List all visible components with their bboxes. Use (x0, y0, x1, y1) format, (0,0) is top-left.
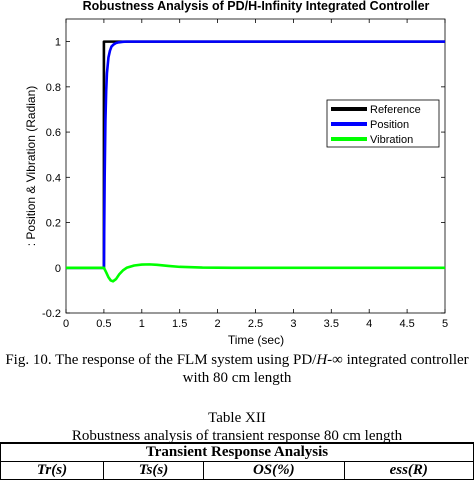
y-axis-label: : Position & Vibration (Radian) (24, 86, 38, 247)
x-tick-label: 3.5 (324, 318, 339, 330)
legend-label-vibration: Vibration (370, 134, 413, 146)
x-tick-label: 5 (442, 318, 448, 330)
y-tick-label: 1 (55, 37, 61, 49)
transient-response-table: Transient Response Analysis Tr(s) Ts(s) … (0, 442, 474, 480)
table-caption: Robustness analysis of transient respons… (71, 428, 403, 444)
table-header-row: Transient Response Analysis (0, 442, 474, 462)
figure-caption: Fig. 10. The response of the FLM system … (0, 351, 474, 387)
y-tick-label: 0.2 (46, 218, 61, 230)
plot-area (65, 18, 446, 314)
chart-legend: Reference Position Vibration (326, 99, 440, 148)
y-tick-label: -0.2 (42, 308, 61, 320)
response-chart: Robustness Analysis of PD/H-Infinity Int… (24, 0, 448, 347)
x-axis-label: Time (sec) (228, 333, 284, 347)
x-tick-label: 4 (366, 318, 372, 330)
column-header-rise-time-label: Tr(s) (36, 462, 68, 478)
series-lines (66, 40, 445, 283)
y-tick-label: 0 (55, 263, 61, 275)
figure-caption-suffix: -∞ integrated controller (327, 352, 469, 368)
table-section-header: Transient Response Analysis (0, 442, 474, 462)
x-tick-label: 1.5 (172, 318, 187, 330)
y-tick-label: 0.8 (46, 82, 61, 94)
table-title: Table XII (208, 410, 266, 426)
y-tick-label: 0.6 (46, 127, 61, 139)
x-tick-label: 1 (139, 318, 145, 330)
series-line-vibration (66, 263, 445, 283)
figure-caption-prefix: Fig. 10. The response of the FLM system … (5, 352, 317, 368)
legend-label-position: Position (370, 119, 409, 131)
y-tick-label: 0.4 (46, 172, 61, 184)
x-tick-label: 0 (63, 318, 69, 330)
chart-title: Robustness Analysis of PD/H-Infinity Int… (83, 0, 430, 13)
column-header-overshoot-label: OS(%) (252, 462, 295, 478)
x-tick-label: 2 (215, 318, 221, 330)
x-axis-ticks: 0 0.5 1 1.5 2 2.5 3 3.5 4 4.5 5 (63, 19, 448, 330)
figure-caption-h: H (316, 352, 328, 368)
legend-label-reference: Reference (370, 104, 421, 116)
y-axis-ticks: -0.2 0 0.2 0.4 0.6 0.8 1 (42, 37, 445, 320)
x-tick-label: 2.5 (248, 318, 263, 330)
x-tick-label: 3 (290, 318, 296, 330)
x-tick-label: 4.5 (399, 318, 414, 330)
column-header-steady-state-error-label: ess(R) (389, 462, 428, 478)
x-tick-label: 0.5 (96, 318, 111, 330)
series-line-position (66, 40, 445, 270)
figure-caption-line2: with 80 cm length (182, 370, 292, 386)
column-header-settling-time-label: Ts(s) (138, 462, 169, 478)
table-columns-row: Tr(s) Ts(s) OS(%) ess(R) (0, 461, 474, 480)
